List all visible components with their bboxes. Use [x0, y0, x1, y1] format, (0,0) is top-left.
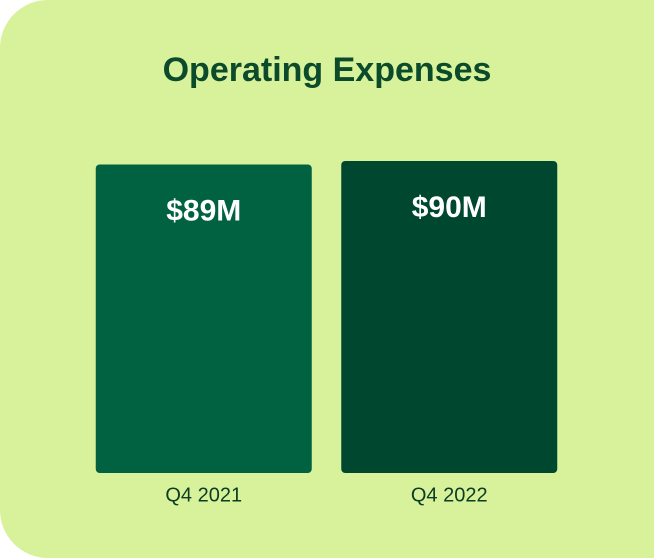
bar — [341, 161, 558, 473]
value-label: $89M — [166, 194, 241, 227]
x-tick-label: Q4 2021 — [165, 484, 242, 506]
bar — [95, 164, 312, 473]
x-tick-label: Q4 2022 — [411, 484, 488, 506]
chart-title: Operating Expenses — [163, 51, 492, 89]
value-label: $90M — [412, 191, 487, 224]
